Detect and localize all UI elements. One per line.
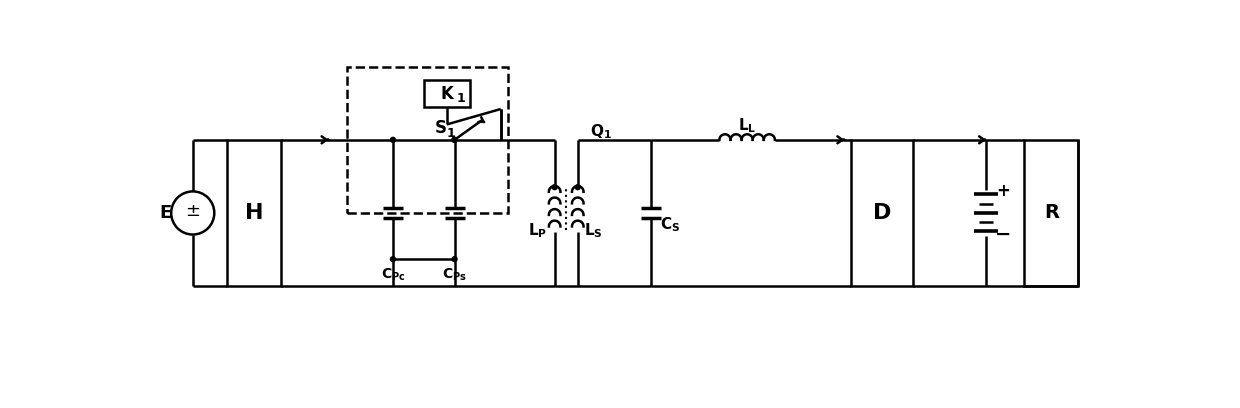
Circle shape <box>575 185 580 190</box>
Text: E: E <box>159 204 171 222</box>
Bar <box>424 80 470 107</box>
Bar <box>1024 140 1079 286</box>
Text: $\mathbf{C_{Pc}}$: $\mathbf{C_{Pc}}$ <box>381 266 405 283</box>
Text: +: + <box>996 182 1009 200</box>
Text: 1: 1 <box>456 92 465 105</box>
Circle shape <box>453 137 458 142</box>
Circle shape <box>453 257 458 262</box>
Text: $\mathbf{L_L}$: $\mathbf{L_L}$ <box>738 117 756 135</box>
Text: K: K <box>440 84 454 103</box>
Text: 1: 1 <box>446 127 455 140</box>
Text: D: D <box>873 203 892 223</box>
Bar <box>227 140 281 286</box>
Bar <box>347 67 508 213</box>
Circle shape <box>453 137 458 142</box>
Circle shape <box>391 257 396 262</box>
Text: $\mathbf{C_{Ps}}$: $\mathbf{C_{Ps}}$ <box>443 266 467 283</box>
Text: H: H <box>246 203 264 223</box>
Text: $\mathbf{L_P}$: $\mathbf{L_P}$ <box>528 221 547 240</box>
Circle shape <box>552 185 557 190</box>
Text: R: R <box>1044 204 1059 222</box>
Text: −: − <box>994 225 1011 244</box>
Text: $\mathbf{Q_1}$: $\mathbf{Q_1}$ <box>590 123 611 142</box>
Text: $\mathbf{L_S}$: $\mathbf{L_S}$ <box>584 221 603 240</box>
Circle shape <box>391 137 396 142</box>
Bar <box>851 140 913 286</box>
Text: $\pm$: $\pm$ <box>185 202 201 220</box>
Text: S: S <box>435 119 446 137</box>
Text: $\mathbf{C_S}$: $\mathbf{C_S}$ <box>660 215 681 234</box>
